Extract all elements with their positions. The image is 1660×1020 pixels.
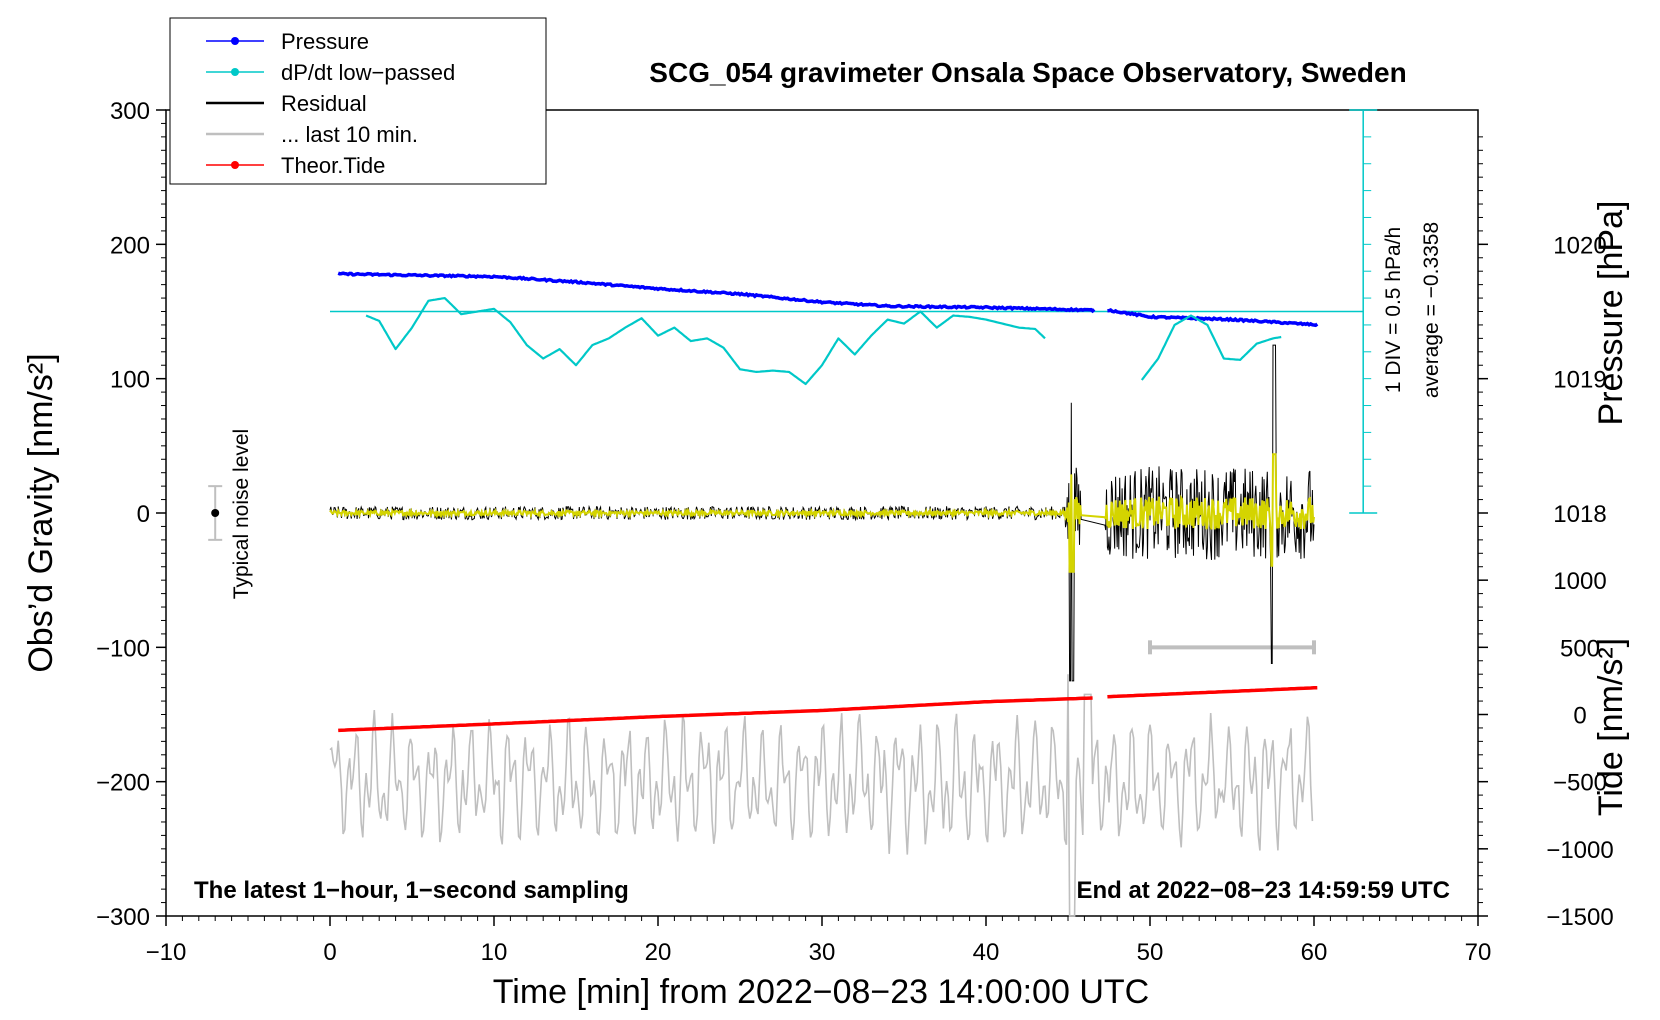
legend-label: dP/dt low−passed [281,60,455,85]
dpdt-line [1140,314,1282,381]
x-tick-label: 20 [645,939,672,966]
tide-tick-label: −500 [1553,770,1607,797]
axis-layer: −10 0 10 20 30 40 50 60 703002001000−100−200−300… [96,98,1614,966]
x-tick-label: 50 [1137,939,1164,966]
pressure-line [337,271,1096,314]
x-axis-label: Time [min] from 2022−08−23 14:00:00 UTC [493,973,1149,1011]
x-tick-label: 10 [481,939,508,966]
end-time-note: End at 2022−08−23 14:59:59 UTC [1076,877,1450,904]
tide-axis-label: Tide [nm/s²] [1592,638,1630,816]
x-tick-label: 70 [1465,939,1492,966]
noise-level-label: Typical noise level [230,429,253,599]
y-tick-label: 0 [137,501,150,528]
x-tick-label: −10 [146,939,187,966]
y-tick-label: 300 [110,98,150,125]
x-tick-label: 40 [973,939,1000,966]
div-scale-label: 1 DIV = 0.5 hPa/h [1382,227,1405,393]
legend-marker [231,68,239,76]
tide-tick-label: −1000 [1546,837,1613,864]
y-tick-label: −100 [96,635,150,662]
sampling-note: The latest 1−hour, 1−second sampling [194,877,629,904]
y-tick-label: 100 [110,367,150,394]
tide-tick-label: 1000 [1553,568,1606,595]
tide-tick-label: 500 [1560,635,1600,662]
y-axis-label: Obs’d Gravity [nm/s²] [22,353,60,672]
legend-label: Residual [281,91,367,116]
legend-box [169,17,547,185]
pressure-axis-label: Pressure [hPa] [1592,201,1630,426]
legend-label: Pressure [281,29,369,54]
y-tick-label: 200 [110,232,150,259]
chart-title: SCG_054 gravimeter Onsala Space Observat… [649,57,1406,88]
tide-tick-label: 0 [1573,703,1586,730]
tide-tick-label: −1500 [1546,904,1613,931]
legend-marker [231,161,239,169]
y-tick-label: −200 [96,770,150,797]
legend-items: Pressure dP/dt low−passed Residual ... last… [206,29,455,178]
x-tick-label: 60 [1301,939,1328,966]
noise-dot [211,509,220,517]
pressure-tick-label: 1018 [1553,501,1606,528]
x-tick-label: 0 [323,939,336,966]
tide-line [338,696,1093,733]
dpdt-line [365,297,1046,386]
pressure-tick-label: 1019 [1553,367,1606,394]
pressure-tick-label: 1020 [1553,232,1606,259]
y-tick-label: −300 [96,904,150,931]
legend-label: Theor.Tide [281,153,385,178]
last-10-min-line [329,674,1314,917]
legend-label: ... last 10 min. [281,122,418,147]
tide-line [1107,685,1318,699]
residual-smoothed-line [329,453,1315,573]
pressure-line [1107,307,1319,328]
x-tick-label: 30 [809,939,836,966]
legend: Pressure dP/dt low−passed Residual ... last… [169,17,547,185]
series-layer [208,109,1378,917]
legend-marker [231,37,239,45]
average-label: average = −0.3358 [1420,222,1443,398]
